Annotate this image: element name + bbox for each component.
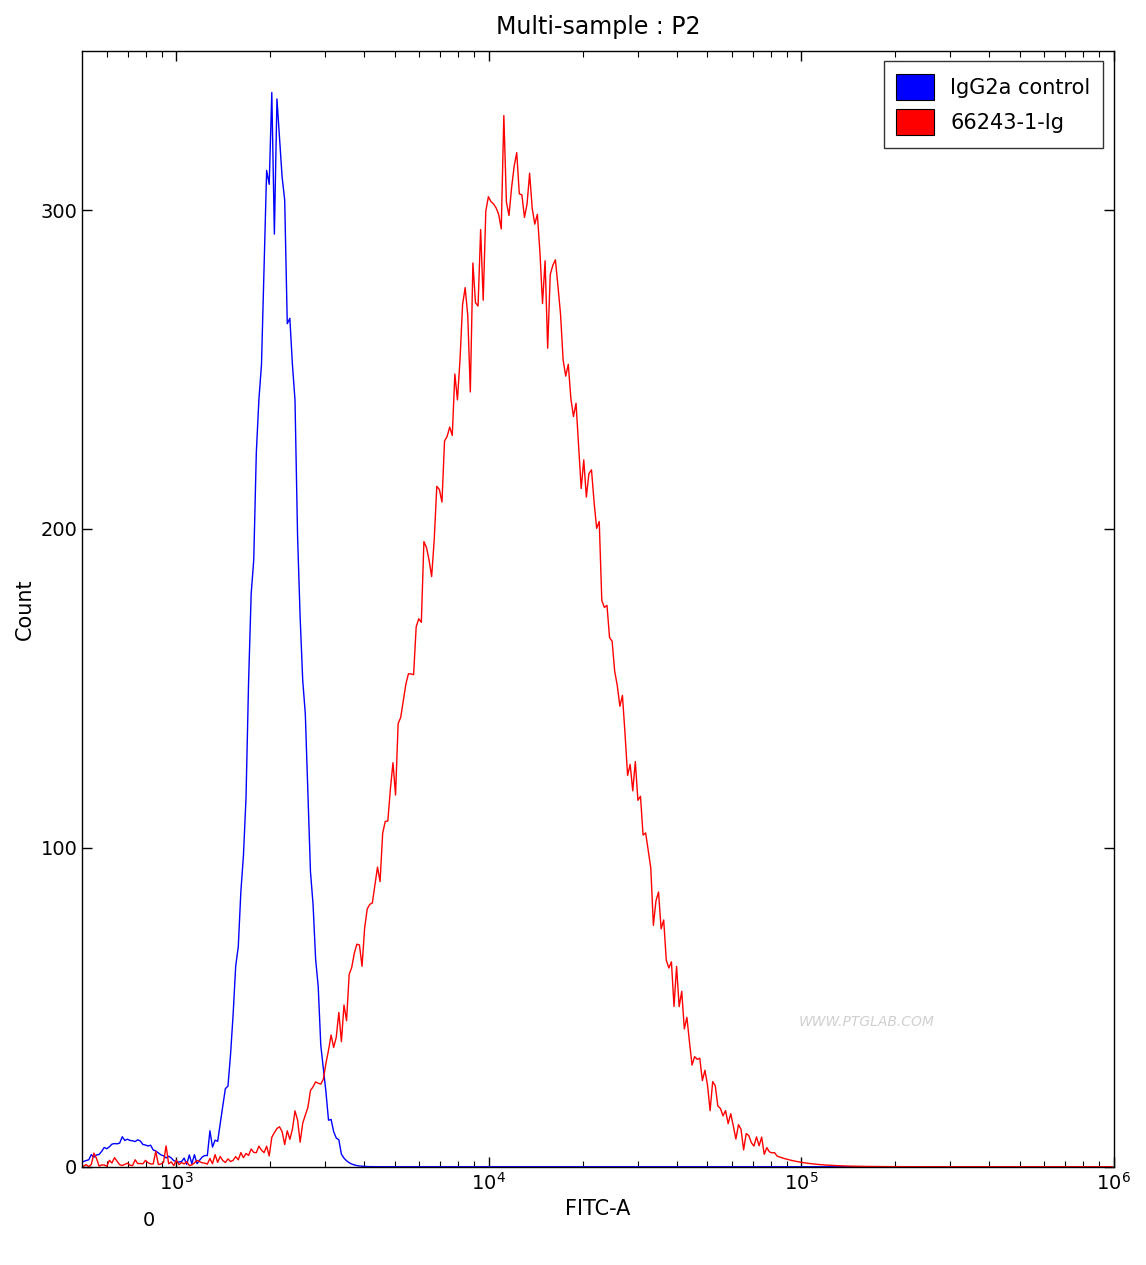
- IgG2a control: [822, 1159, 835, 1174]
- X-axis label: FITC-A: FITC-A: [565, 1199, 630, 1219]
- IgG2a control: [727, 1159, 740, 1174]
- Text: 0: 0: [143, 1212, 156, 1231]
- IgG2a control: [201, 1147, 214, 1163]
- 66243-1-Ig: [201, 1156, 214, 1171]
- Line: 66243-1-Ig: 66243-1-Ig: [84, 115, 1113, 1166]
- Y-axis label: Count: Count: [15, 578, 36, 640]
- Legend: IgG2a control, 66243-1-Ig: IgG2a control, 66243-1-Ig: [884, 61, 1104, 148]
- IgG2a control: [77, 1154, 91, 1169]
- 66243-1-Ig: [1106, 1159, 1120, 1174]
- 66243-1-Ig: [77, 1159, 91, 1174]
- 66243-1-Ig: [411, 611, 425, 626]
- Line: IgG2a control: IgG2a control: [84, 92, 1113, 1166]
- Text: WWW.PTGLAB.COM: WWW.PTGLAB.COM: [799, 1015, 935, 1028]
- IgG2a control: [265, 85, 278, 100]
- 66243-1-Ig: [822, 1157, 835, 1173]
- IgG2a control: [827, 1159, 841, 1174]
- IgG2a control: [415, 1159, 429, 1174]
- IgG2a control: [487, 1159, 501, 1174]
- IgG2a control: [1106, 1159, 1120, 1174]
- 66243-1-Ig: [484, 194, 497, 209]
- 66243-1-Ig: [497, 108, 511, 123]
- 66243-1-Ig: [827, 1157, 841, 1173]
- Title: Multi-sample : P2: Multi-sample : P2: [496, 15, 700, 39]
- 66243-1-Ig: [727, 1118, 740, 1133]
